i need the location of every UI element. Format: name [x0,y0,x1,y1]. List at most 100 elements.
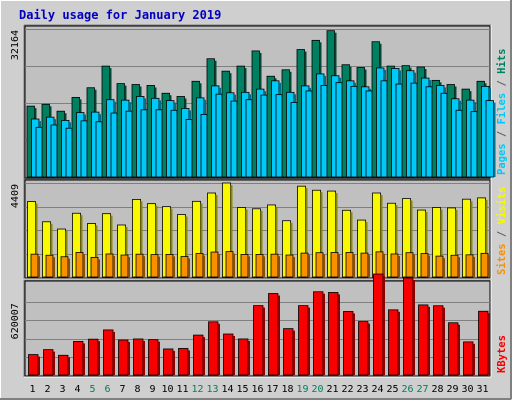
panel-visits-sites: 4409 Sites / Visits [10,178,508,280]
bar-kbytes-day-19-body [298,305,309,376]
bar-sites-day-22 [345,252,355,278]
bar-visits-day-26-shadow [410,200,413,277]
chart-title: Daily usage for January 2019 [19,8,221,22]
panel-hits-files-pages-legend-item-4: Hits [496,49,508,74]
x-tick-label-day-14: 14 [221,384,233,395]
bar-visits-day-30-shadow [470,201,473,277]
x-tick-label-day-18: 18 [281,384,293,395]
bar-sites-day-6-body [105,253,114,278]
bar-sites-day-2 [45,254,55,278]
bar-sites-day-1-shadow [38,256,40,277]
bar-sites-day-25-shadow [398,255,400,277]
bar-kbytes-day-1-body [28,354,39,376]
bar-sites-day-3-shadow [68,258,70,277]
panel-visits-sites-ymax-label: 4409 [10,184,21,208]
x-tick-label-day-29: 29 [446,384,458,395]
bar-sites-day-17-body [270,253,279,278]
bar-kbytes-day-8 [133,338,145,376]
bar-sites-day-13 [210,251,220,278]
bar-kbytes-day-14 [223,333,235,376]
bar-kbytes-day-31-shadow [488,313,490,375]
bar-sites-day-11 [180,256,190,278]
x-tick-label-day-15: 15 [236,384,248,395]
bar-sites-day-23-shadow [368,255,370,277]
x-tick-label-day-31: 31 [476,384,488,395]
bar-sites-day-10-shadow [173,256,175,277]
bar-kbytes-day-24-body [373,273,384,376]
bar-sites-day-21-shadow [338,254,340,277]
bar-sites-day-20 [315,252,325,278]
bar-kbytes-day-12 [193,334,205,376]
bar-visits-day-23-shadow [365,222,368,277]
bar-visits-day-29-shadow [455,209,458,277]
panel-hits-files-pages-bars [26,30,496,178]
panel-hits-files-pages: 32164 Pages / Files / Hits [10,24,508,180]
bar-sites-day-14 [225,251,235,278]
bar-sites-day-7-body [120,254,129,278]
bar-sites-day-13-body [210,251,219,278]
bar-sites-day-29 [450,254,460,278]
bar-kbytes-day-26 [403,277,415,376]
bar-kbytes-day-13-shadow [218,323,220,375]
bar-kbytes-day-20 [313,291,325,376]
bar-sites-day-21 [330,252,340,278]
bar-kbytes-day-18-shadow [293,330,295,375]
bar-sites-day-4 [75,252,85,278]
panel-hits-files-pages-legend-item-1: / [496,124,508,143]
bar-kbytes-day-25-body [388,309,399,376]
x-tick-label-day-5: 5 [89,384,95,395]
bar-sites-day-28-shadow [443,258,445,277]
x-tick-label-day-3: 3 [59,384,65,395]
bar-kbytes-day-8-body [133,338,144,376]
bar-sites-day-21-body [330,252,339,278]
bar-sites-day-18 [285,254,295,278]
x-tick-label-day-24: 24 [371,384,383,395]
bar-visits-day-28-shadow [440,209,443,277]
bar-sites-day-12-shadow [203,255,205,277]
bar-sites-day-18-body [285,254,294,278]
bar-kbytes-day-30-body [463,341,474,376]
x-tick-label-day-20: 20 [311,384,323,395]
bar-kbytes-day-21-shadow [338,294,340,375]
bar-sites-day-10 [165,254,175,278]
panel-hits-files-pages-legend-item-2: Files [496,93,508,125]
bar-kbytes-day-22-shadow [353,313,355,375]
bar-kbytes-day-5-body [88,338,99,376]
bar-sites-day-14-body [225,251,234,278]
bar-kbytes-day-27-body [418,304,429,376]
bar-sites-day-31-shadow [488,255,490,277]
x-tick-label-day-27: 27 [416,384,428,395]
bar-kbytes-day-7-shadow [128,342,130,375]
bar-sites-day-26 [405,252,415,278]
bar-sites-day-19-body [300,252,309,278]
bar-sites-day-24-body [375,251,384,278]
bar-sites-day-8 [135,253,145,278]
bar-sites-day-6-shadow [113,255,115,277]
bar-visits-day-27-shadow [425,212,428,277]
bar-sites-day-15-shadow [248,256,250,277]
bar-sites-day-17-shadow [278,256,280,277]
bar-pages-day-31-shadow [493,102,496,177]
bar-sites-day-18-shadow [293,257,295,277]
bar-kbytes-day-5-shadow [98,341,100,375]
bar-kbytes-day-3-shadow [68,357,70,375]
panel-kbytes-bars [28,273,490,376]
bar-kbytes-day-18 [283,328,295,376]
bar-sites-day-16 [255,254,265,278]
x-tick-label-day-2: 2 [44,384,50,395]
bar-kbytes-day-10-body [163,348,174,376]
panel-kbytes: 620007 KBytes [10,273,508,378]
bar-kbytes-day-18-body [283,328,294,376]
bar-visits-day-4-shadow [80,215,83,277]
bar-sites-day-1 [30,253,40,278]
bar-sites-day-5-shadow [98,259,100,277]
bar-sites-day-31 [480,252,490,278]
bar-kbytes-day-3-body [58,354,69,376]
bar-sites-day-11-body [180,256,189,278]
bar-visits-day-20-shadow [320,192,323,277]
bar-kbytes-day-21 [328,292,340,376]
bar-kbytes-day-15 [238,338,250,376]
bar-kbytes-day-7 [118,339,130,376]
bar-kbytes-day-11-shadow [188,350,190,375]
